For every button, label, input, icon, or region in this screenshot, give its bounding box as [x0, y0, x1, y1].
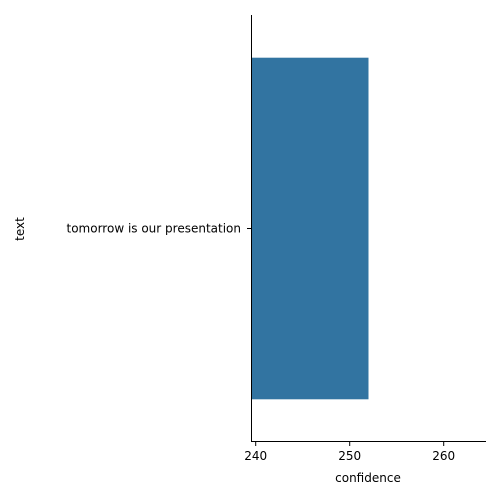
x-ticks: 240 250 260: [244, 442, 455, 463]
y-axis-label: text: [13, 217, 27, 241]
y-tick-label: tomorrow is our presentation: [67, 222, 242, 236]
bar: [251, 57, 369, 400]
y-ticks: tomorrow is our presentation: [67, 222, 251, 236]
x-axis-label: confidence: [335, 471, 401, 485]
x-tick-label: 240: [244, 449, 267, 463]
bars-layer: [251, 57, 369, 400]
x-tick-label: 250: [338, 449, 361, 463]
x-tick-label: 260: [432, 449, 455, 463]
